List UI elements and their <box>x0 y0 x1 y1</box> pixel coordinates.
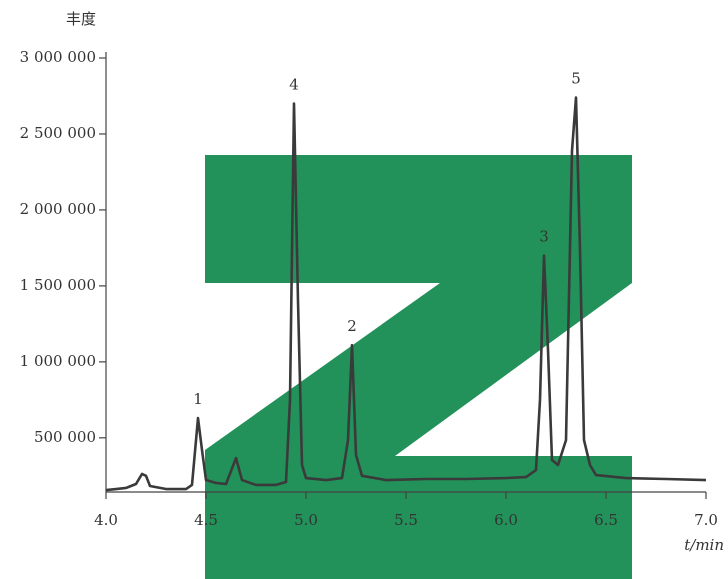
y-tick-label: 1 500 000 <box>20 276 96 294</box>
peak-label: 2 <box>347 317 357 335</box>
x-tick-label: 5.5 <box>394 511 418 529</box>
chart: 丰度 t/min 500 000 1 000 000 1 500 000 2 000 … <box>0 0 728 579</box>
x-tick-label: 4.5 <box>194 511 218 529</box>
x-axis-label: t/min <box>684 536 724 554</box>
y-tick-label: 2 000 000 <box>20 200 96 218</box>
peak-label: 4 <box>289 76 299 94</box>
y-axis-label: 丰度 <box>66 10 96 28</box>
x-tick-label: 6.0 <box>494 511 518 529</box>
y-tick-label: 2 500 000 <box>20 124 96 142</box>
y-tick-label: 500 000 <box>34 428 96 446</box>
x-tick-label: 7.0 <box>694 511 718 529</box>
peak-label: 3 <box>539 228 549 246</box>
peak-label: 1 <box>193 390 203 408</box>
y-tick-label: 3 000 000 <box>20 48 96 66</box>
x-tick-label: 6.5 <box>594 511 618 529</box>
y-tick-label: 1 000 000 <box>20 352 96 370</box>
x-tick-label: 4.0 <box>94 511 118 529</box>
x-tick-label: 5.0 <box>294 511 318 529</box>
peak-label: 5 <box>571 70 581 88</box>
